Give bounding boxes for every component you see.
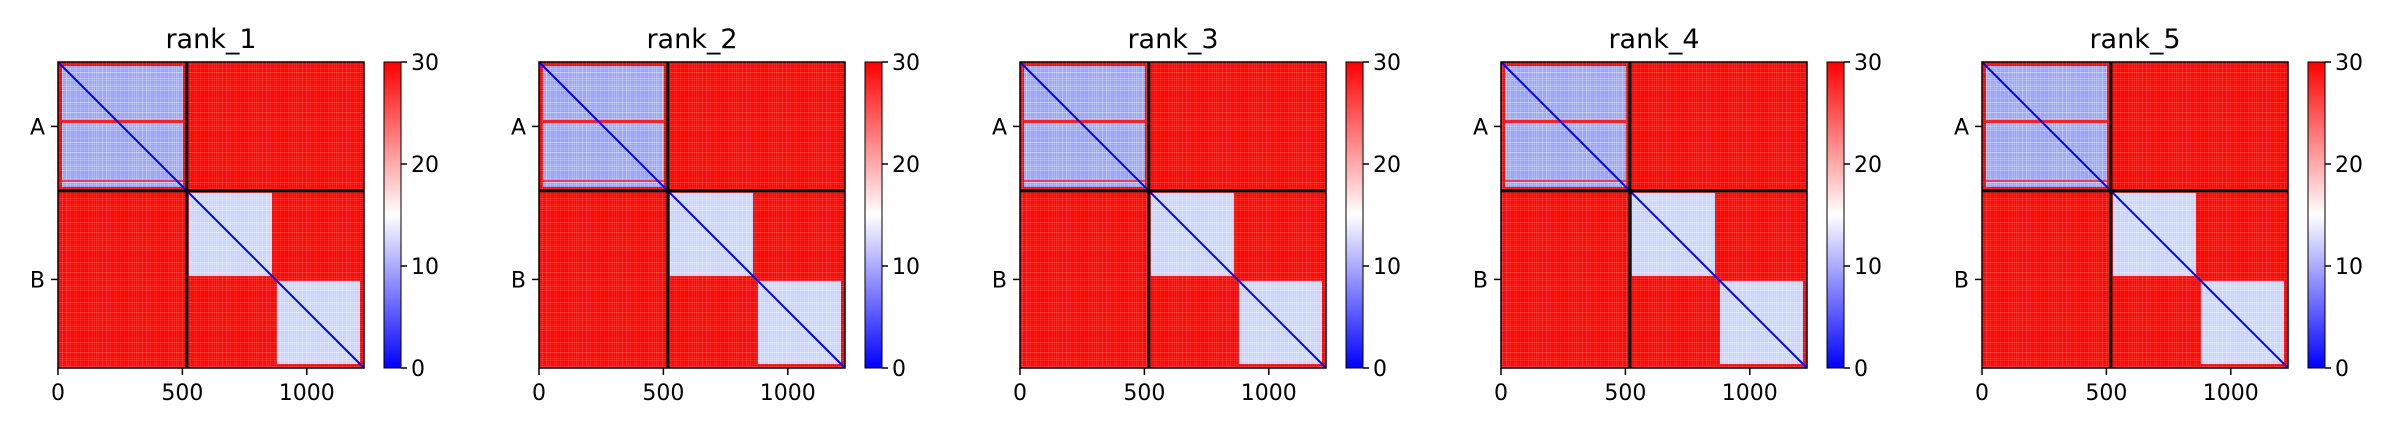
chain-a-streak: [62, 180, 183, 182]
diagonal-line: [57, 61, 365, 369]
colorbar: [1345, 61, 1364, 369]
colorbar-tick-label: 10: [1373, 255, 1401, 280]
colorbar: [864, 61, 883, 369]
pae-panel-5: rank_5 0 500 1000 A B 0 10 20 30: [1954, 24, 2363, 406]
y-tick-label: B: [511, 268, 526, 293]
x-tick-label: 500: [1604, 381, 1646, 406]
heatmap-frame: [1019, 61, 1327, 369]
colorbar-tick-label: 0: [2335, 357, 2349, 382]
colorbar-tick-label: 20: [892, 153, 920, 178]
colorbar-tick-label: 0: [1373, 357, 1387, 382]
x-tick-label: 1000: [1241, 381, 1297, 406]
colorbar: [1826, 61, 1845, 369]
diagonal-line: [1019, 61, 1327, 369]
diagonal-line: [1981, 61, 2289, 369]
colorbar-tick-label: 30: [411, 51, 439, 76]
colorbar-tick-label: 20: [411, 153, 439, 178]
diagonal-line: [1500, 61, 1808, 369]
panel-title: rank_5: [2089, 24, 2180, 55]
pae-panel-4: rank_4 0 500 1000 A B 0 10 20 30: [1473, 24, 1882, 406]
colorbar-tick-label: 30: [892, 51, 920, 76]
chain-a-streak: [543, 180, 664, 182]
chain-a-streak: [1986, 120, 2107, 123]
colorbar-tick-label: 0: [1854, 357, 1868, 382]
colorbar-tick-label: 20: [1373, 153, 1401, 178]
colorbar-tick-label: 30: [2335, 51, 2363, 76]
pae-panel-1: rank_1 0 500 1000 A B 0 10 20 30: [30, 24, 439, 406]
chain-a-streak: [1505, 180, 1626, 182]
heatmap-frame: [1500, 61, 1808, 369]
x-tick-label: 500: [642, 381, 684, 406]
y-tick-label: B: [1954, 268, 1969, 293]
heatmap-frame: [1981, 61, 2289, 369]
pae-panel-2: rank_2 0 500 1000 A B 0 10 20 30: [511, 24, 920, 406]
x-tick-label: 1000: [760, 381, 816, 406]
heatmap-frame: [57, 61, 365, 369]
colorbar-tick-label: 20: [1854, 153, 1882, 178]
colorbar-tick-label: 0: [411, 357, 425, 382]
panel-title: rank_4: [1608, 24, 1699, 55]
chain-a-streak: [1024, 120, 1145, 123]
x-tick-label: 1000: [279, 381, 335, 406]
y-tick-label: A: [992, 115, 1007, 140]
pae-panel-3: rank_3 0 500 1000 A B 0 10 20 30: [992, 24, 1401, 406]
colorbar-tick-label: 0: [892, 357, 906, 382]
y-tick-label: B: [1473, 268, 1488, 293]
colorbar-tick-label: 30: [1854, 51, 1882, 76]
chain-a-streak: [1986, 180, 2107, 182]
chain-a-streak: [1024, 180, 1145, 182]
y-tick-label: B: [992, 268, 1007, 293]
x-tick-label: 0: [1975, 381, 1989, 406]
x-tick-label: 0: [1013, 381, 1027, 406]
colorbar-tick-label: 10: [411, 255, 439, 280]
colorbar: [383, 61, 402, 369]
y-tick-label: A: [511, 115, 526, 140]
x-tick-label: 0: [51, 381, 65, 406]
panel-title: rank_2: [646, 24, 737, 55]
x-tick-label: 500: [1123, 381, 1165, 406]
chain-a-streak: [1505, 120, 1626, 123]
y-tick-label: A: [1473, 115, 1488, 140]
colorbar-tick-label: 10: [892, 255, 920, 280]
diagonal-line: [538, 61, 846, 369]
chain-a-streak: [543, 120, 664, 123]
colorbar-tick-label: 20: [2335, 153, 2363, 178]
chain-a-streak: [62, 120, 183, 123]
colorbar-tick-label: 10: [1854, 255, 1882, 280]
y-tick-label: A: [1954, 115, 1969, 140]
panel-title: rank_3: [1127, 24, 1218, 55]
x-tick-label: 500: [2085, 381, 2127, 406]
y-tick-label: A: [30, 115, 45, 140]
y-tick-label: B: [30, 268, 45, 293]
colorbar-tick-label: 10: [2335, 255, 2363, 280]
x-tick-label: 0: [1494, 381, 1508, 406]
x-tick-label: 1000: [1722, 381, 1778, 406]
colorbar: [2307, 61, 2326, 369]
x-tick-label: 500: [161, 381, 203, 406]
x-tick-label: 0: [532, 381, 546, 406]
x-tick-label: 1000: [2203, 381, 2259, 406]
colorbar-tick-label: 30: [1373, 51, 1401, 76]
heatmap-frame: [538, 61, 846, 369]
panel-title: rank_1: [165, 24, 256, 55]
